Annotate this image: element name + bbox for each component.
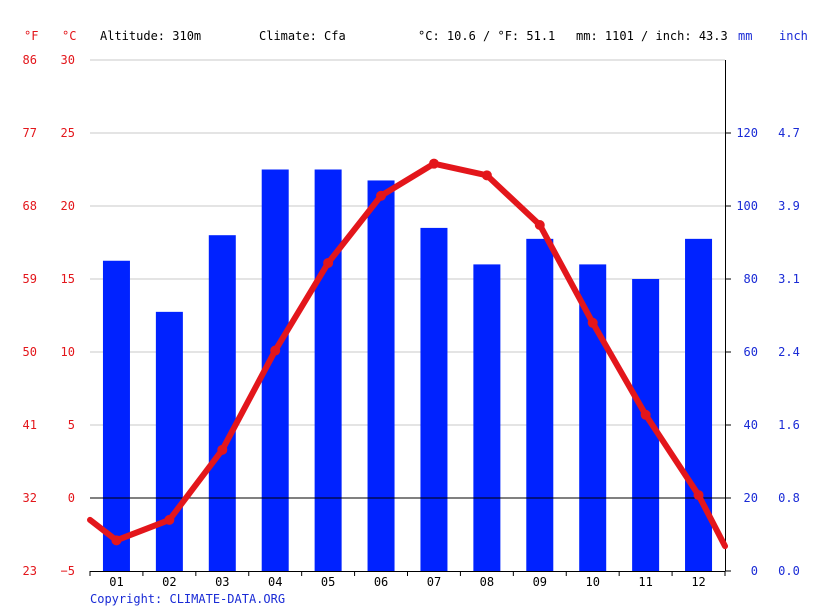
x-tick-label: 10 xyxy=(585,575,599,589)
copyright-label: Copyright: CLIMATE-DATA.ORG xyxy=(90,592,285,606)
precipitation-bar xyxy=(208,235,236,571)
y-tick-label-f: 86 xyxy=(23,53,37,67)
y-tick-label-c: 5 xyxy=(68,418,75,432)
y-tick-label-f: 59 xyxy=(23,272,37,286)
y-tick-label-mm: 0 xyxy=(751,564,758,578)
y-tick-label-c: 10 xyxy=(61,345,75,359)
temperature-point xyxy=(270,345,281,356)
precipitation-bar xyxy=(579,264,607,571)
y-tick-label-c: 25 xyxy=(61,126,75,140)
temperature-point xyxy=(111,535,122,546)
y-tick-label-f: 50 xyxy=(23,345,37,359)
unit-f-label: °F xyxy=(24,29,38,43)
x-tick-label: 02 xyxy=(162,575,176,589)
x-tick-label: 09 xyxy=(533,575,547,589)
temperature-point xyxy=(323,257,334,268)
climate-label: Climate: Cfa xyxy=(259,29,346,43)
y-tick-label-mm: 80 xyxy=(744,272,758,286)
y-tick-label-inch: 3.1 xyxy=(778,272,800,286)
y-tick-label-inch: 4.7 xyxy=(778,126,800,140)
temp-average-label: °C: 10.6 / °F: 51.1 xyxy=(418,29,555,43)
x-tick-label: 07 xyxy=(427,575,441,589)
y-tick-label-inch: 1.6 xyxy=(778,418,800,432)
y-tick-label-f: 77 xyxy=(23,126,37,140)
y-tick-label-inch: 0.0 xyxy=(778,564,800,578)
y-tick-label-mm: 60 xyxy=(744,345,758,359)
y-tick-label-inch: 2.4 xyxy=(778,345,800,359)
unit-mm-label: mm xyxy=(738,29,752,43)
precipitation-bars xyxy=(102,169,713,571)
x-tick-label: 12 xyxy=(691,575,705,589)
y-tick-label-inch: 3.9 xyxy=(778,199,800,213)
y-tick-label-c: 20 xyxy=(61,199,75,213)
axes xyxy=(89,60,731,576)
x-tick-label: 01 xyxy=(109,575,123,589)
temperature-point xyxy=(481,170,492,181)
y-tick-label-f: 32 xyxy=(23,491,37,505)
precipitation-bar xyxy=(685,238,713,571)
temperature-point xyxy=(217,444,228,455)
y-tick-label-inch: 0.8 xyxy=(778,491,800,505)
x-tick-label: 04 xyxy=(268,575,282,589)
y-tick-label-mm: 120 xyxy=(736,126,758,140)
x-tick-label: 03 xyxy=(215,575,229,589)
precipitation-bar xyxy=(102,260,130,571)
precipitation-bar xyxy=(155,311,183,571)
y-tick-label-f: 23 xyxy=(23,564,37,578)
temperature-point xyxy=(376,190,387,201)
y-tick-label-c: 30 xyxy=(61,53,75,67)
unit-c-label: °C xyxy=(62,29,76,43)
x-tick-label: 06 xyxy=(374,575,388,589)
temperature-point xyxy=(428,158,439,169)
y-tick-label-c: −5 xyxy=(61,564,75,578)
temperature-point xyxy=(164,514,175,525)
x-tick-label: 05 xyxy=(321,575,335,589)
y-tick-label-c: 0 xyxy=(68,491,75,505)
temperature-point xyxy=(534,219,545,230)
altitude-label: Altitude: 310m xyxy=(100,29,201,43)
y-tick-label-mm: 20 xyxy=(744,491,758,505)
temperature-point xyxy=(587,317,598,328)
temperature-point xyxy=(693,490,704,501)
x-tick-label: 08 xyxy=(480,575,494,589)
precipitation-bar xyxy=(367,180,395,571)
temperature-series-line xyxy=(87,160,728,550)
precipitation-bar xyxy=(473,264,501,571)
precipitation-bar xyxy=(420,227,448,571)
y-tick-label-f: 68 xyxy=(23,199,37,213)
y-tick-label-mm: 100 xyxy=(736,199,758,213)
y-tick-label-mm: 40 xyxy=(744,418,758,432)
precipitation-bar xyxy=(526,238,554,571)
y-tick-label-c: 15 xyxy=(61,272,75,286)
precip-total-label: mm: 1101 / inch: 43.3 xyxy=(576,29,728,43)
unit-inch-label: inch xyxy=(779,29,808,43)
precipitation-bar xyxy=(314,169,342,571)
temperature-point xyxy=(640,409,651,420)
temperature-line xyxy=(87,158,728,550)
x-tick-label: 11 xyxy=(638,575,652,589)
y-tick-label-f: 41 xyxy=(23,418,37,432)
grid-lines xyxy=(90,59,725,426)
